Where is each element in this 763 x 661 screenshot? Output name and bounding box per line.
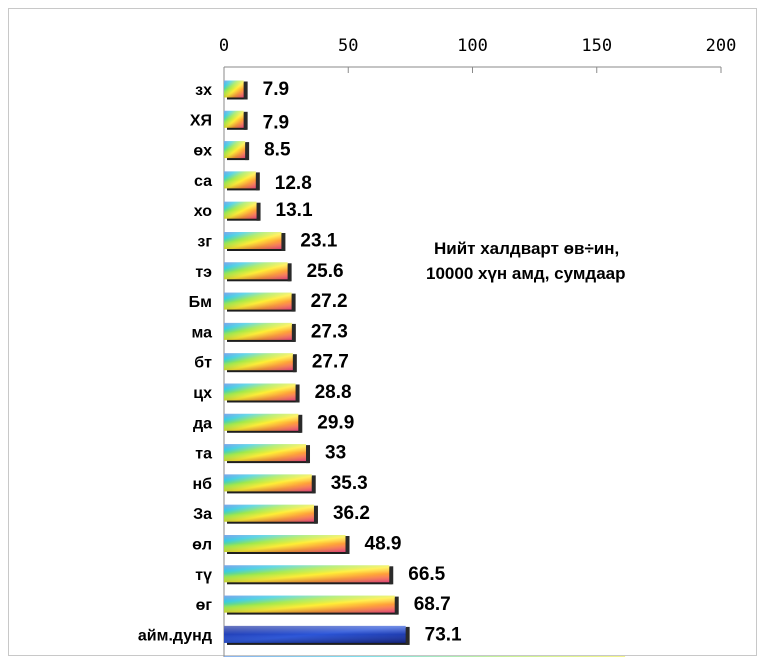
category-label: бт <box>194 355 212 372</box>
category-label: зг <box>197 234 212 251</box>
category-label: нб <box>192 476 212 493</box>
bar-sheen <box>224 595 395 613</box>
chart-frame: 0 50 100 150 200 зх 7.9 ХЯ 7.9 өх 8.5 са 12.8 хо 13.1… <box>8 8 757 657</box>
bar-edge <box>255 172 260 191</box>
axis-layer: 0 50 100 150 200 <box>219 36 736 657</box>
data-label: 66.5 <box>408 564 445 585</box>
bar-edge <box>306 445 311 464</box>
x-tick-label: 150 <box>581 36 612 56</box>
bar-edge <box>345 536 350 554</box>
bar-sheen <box>224 262 288 280</box>
data-label: 27.7 <box>312 352 349 373</box>
data-label: 8.5 <box>264 140 291 161</box>
category-label: өх <box>193 143 212 160</box>
data-label: 7.9 <box>263 112 289 133</box>
data-label: 33 <box>325 443 346 464</box>
bar-sheen <box>224 444 307 462</box>
category-label: са <box>194 173 212 190</box>
bar-edge <box>281 233 286 251</box>
bar-edge <box>292 354 297 373</box>
category-label: цх <box>193 385 212 402</box>
bar-edge <box>287 263 292 282</box>
bar-sheen <box>224 504 314 522</box>
bar-edge <box>256 202 261 221</box>
bar-sheen <box>224 565 390 583</box>
category-label: зх <box>195 82 212 99</box>
category-label: ХЯ <box>190 112 212 129</box>
data-label: 73.1 <box>425 624 462 645</box>
category-label: хо <box>194 203 213 220</box>
bar-edge <box>389 566 394 585</box>
x-tick-label: 50 <box>338 36 358 56</box>
bar-edge <box>313 505 318 524</box>
x-tick-label: 0 <box>219 36 229 56</box>
data-label: 29.9 <box>317 412 354 433</box>
category-label: айм.дунд <box>138 627 212 644</box>
bar-sheen <box>224 141 246 159</box>
bar-chart: 0 50 100 150 200 зх 7.9 ХЯ 7.9 өх 8.5 са 12.8 хо 13.1… <box>138 36 736 657</box>
bar-sheen <box>224 413 299 431</box>
data-label: 68.7 <box>414 594 451 615</box>
bar-edge <box>245 142 250 161</box>
bar-sheen <box>224 625 406 643</box>
bar-edge <box>243 111 248 130</box>
chart-title-line-1: Нийт халдварт өв÷ин, <box>434 239 619 258</box>
data-label: 36.2 <box>333 503 370 524</box>
bar-edge <box>291 323 296 342</box>
data-label: 25.6 <box>307 261 344 282</box>
bar-edge <box>298 414 303 433</box>
bar-edge <box>405 626 410 645</box>
data-label: 7.9 <box>263 79 289 100</box>
category-label: өл <box>192 537 212 554</box>
category-label: За <box>193 506 212 523</box>
x-tick-label: 100 <box>457 36 488 56</box>
bar-sheen <box>224 474 312 492</box>
bar-edge <box>311 475 316 494</box>
bar-edge <box>243 81 248 100</box>
x-tick-label: 200 <box>706 36 737 56</box>
data-label: 48.9 <box>365 534 402 555</box>
bar-sheen <box>224 292 292 310</box>
bar-edge <box>394 596 399 615</box>
data-label: 161.4 <box>644 655 692 657</box>
bar-layer <box>224 80 626 657</box>
data-label: 27.2 <box>311 291 348 312</box>
data-label: 13.1 <box>276 200 313 221</box>
category-label: та <box>195 446 212 463</box>
category-label: тэ <box>195 264 212 281</box>
bar-sheen <box>224 322 292 340</box>
data-label: 27.3 <box>311 321 348 342</box>
category-label: ма <box>191 324 212 341</box>
bar-sheen <box>224 171 256 189</box>
data-label: 35.3 <box>331 473 368 494</box>
bar-sheen <box>224 535 346 552</box>
data-label: 12.8 <box>275 173 312 194</box>
category-label: да <box>193 415 212 432</box>
bar-sheen <box>224 110 244 128</box>
data-label: 28.8 <box>315 382 352 403</box>
label-layer: зх 7.9 ХЯ 7.9 өх 8.5 са 12.8 хо 13.1 зг 23.1 тэ 25.6 Б… <box>138 79 692 657</box>
chart-title-line-2: 10000 хүн амд, сумдаар <box>426 264 626 283</box>
bar-sheen <box>224 232 282 249</box>
bar-edge <box>291 293 296 312</box>
category-label: тү <box>195 567 212 584</box>
bar-sheen <box>224 656 626 657</box>
bar-sheen <box>224 80 244 98</box>
bar-edge <box>295 384 300 403</box>
bar-sheen <box>224 353 293 371</box>
category-label: Бм <box>189 294 212 311</box>
bar-sheen <box>224 383 296 401</box>
data-label: 23.1 <box>300 231 337 252</box>
bar-sheen <box>224 201 257 219</box>
category-label: өг <box>196 597 213 614</box>
